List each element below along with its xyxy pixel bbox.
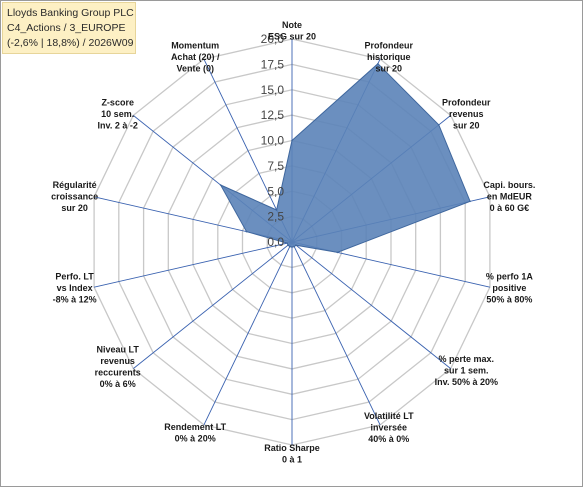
axis-label: Z-score 10 sem. Inv. 2 à -2 (98, 98, 138, 131)
axis-spoke (93, 241, 293, 288)
axis-spoke (291, 241, 381, 426)
data-point (291, 246, 293, 248)
tick-label: 5,0 (267, 184, 284, 198)
data-point (336, 251, 339, 254)
data-polygon (219, 63, 471, 253)
tick-label: 0,0 (267, 235, 284, 249)
axis-label: Rendement LT 0% à 20% (164, 422, 226, 444)
data-point (438, 124, 440, 126)
chart-title-company: Lloyds Banking Group PLC (7, 7, 134, 19)
data-point (245, 230, 248, 233)
axis-spoke (133, 241, 293, 369)
axis-spoke (291, 241, 451, 369)
data-point (219, 184, 222, 186)
radar-tick-labels: 0,0 2,5 5,0 7,5 10,0 12,5 15,0 17,5 20,0 (261, 32, 285, 249)
data-point (289, 245, 291, 248)
axis-label: % perte max. sur 1 sem. Inv. 50% à 20% (435, 354, 498, 387)
radar-axis-labels: Note ESG sur 20 Profondeur historique sur 20… (51, 20, 535, 465)
chart-title-box: Lloyds Banking Group PLC C4_Actions / 3_… (2, 2, 136, 54)
axis-label: % perfo 1A positive 50% à 80% (486, 272, 534, 305)
data-point (287, 244, 289, 246)
data-point (295, 244, 297, 246)
data-point (377, 62, 379, 65)
data-point (286, 242, 288, 244)
axis-label: Note ESG sur 20 (268, 20, 316, 42)
axis-label: Profondeur revenus sur 20 (442, 98, 491, 131)
axis-label: Régularité croissance sur 20 (51, 180, 98, 213)
axis-label: Niveau LT revenus reccurents 0% à 6% (95, 345, 141, 390)
axis-label: Perfo. LT vs Index -8% à 12% (53, 272, 97, 305)
axis-label: Capi. bours. en MdEUR 0 à 60 G€ (483, 180, 535, 213)
data-point (291, 139, 293, 142)
tick-label: 15,0 (261, 83, 285, 97)
tick-label: 7,5 (267, 159, 284, 173)
tick-label: 12,5 (261, 108, 285, 122)
tick-label: 17,5 (261, 57, 285, 71)
data-point (293, 245, 296, 248)
data-point (275, 209, 278, 211)
axis-label: Profondeur historique sur 20 (365, 40, 414, 73)
tick-label: 10,0 (261, 134, 285, 148)
axis-label: Volatilité LT inversée 40% à 0% (364, 411, 414, 444)
radar-series (219, 62, 471, 254)
chart-title-category: C4_Actions / 3_EUROPE (7, 22, 126, 34)
axis-label: Ratio Sharpe 0 à 1 (264, 443, 320, 465)
axis-label: Momentum Achat (20) / Vente (0) (171, 40, 220, 73)
tick-label: 20,0 (261, 32, 285, 46)
chart-title-period: (-2,6% | 18,8%) / 2026W09 (7, 37, 134, 49)
tick-label: 2,5 (267, 210, 284, 224)
axis-spoke (203, 241, 293, 426)
data-point (469, 200, 471, 203)
